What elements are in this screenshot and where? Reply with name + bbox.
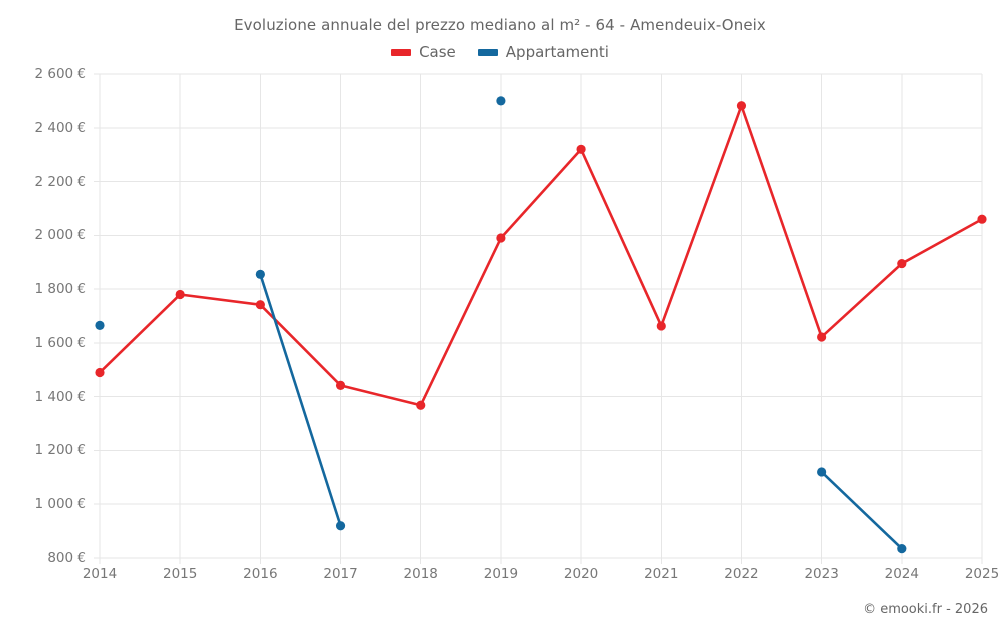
data-point[interactable]	[255, 269, 265, 279]
series-line	[820, 470, 904, 550]
series-case	[95, 101, 987, 410]
x-axis-tick-label: 2021	[644, 566, 679, 582]
legend-swatch-case	[391, 48, 412, 56]
data-point[interactable]	[496, 96, 506, 106]
data-point[interactable]	[95, 367, 105, 378]
x-axis-tick-label: 2018	[403, 566, 438, 582]
series-appartamenti	[95, 96, 907, 554]
x-axis-tick-label: 2017	[323, 566, 358, 582]
data-point[interactable]	[416, 400, 426, 410]
data-point[interactable]	[576, 144, 586, 154]
series-layer	[95, 96, 987, 554]
data-point[interactable]	[335, 380, 346, 390]
y-axis-tick-label: 2 600 €	[34, 66, 86, 82]
data-point[interactable]	[897, 258, 907, 269]
data-point[interactable]	[175, 289, 185, 300]
x-axis-tick-label: 2020	[563, 566, 599, 582]
x-axis-tick-label: 2014	[82, 566, 118, 582]
chart-title: Evoluzione annuale del prezzo mediano al…	[234, 16, 766, 34]
x-axis-tick-label: 2016	[243, 566, 278, 582]
series-line	[259, 273, 342, 528]
gridlines	[94, 73, 983, 564]
credit-text: © emooki.fr - 2026	[863, 602, 988, 617]
y-axis-tick-label: 1 800 €	[34, 281, 86, 298]
y-axis-tick-label: 2 200 €	[34, 173, 86, 190]
y-axis-tick-label: 1 200 €	[34, 442, 86, 459]
legend-label-appartamenti: Appartamenti	[505, 43, 609, 61]
data-point[interactable]	[496, 233, 506, 243]
legend-item-case[interactable]: Case	[391, 43, 456, 61]
x-axis-tick-label: 2019	[483, 566, 519, 582]
legend-label-case: Case	[419, 43, 456, 61]
y-axis-tick-label: 1 600 €	[34, 334, 86, 351]
x-axis-tick-label: 2025	[964, 566, 1000, 582]
data-point[interactable]	[897, 543, 907, 554]
data-point[interactable]	[977, 214, 987, 224]
data-point[interactable]	[255, 300, 265, 310]
y-axis-tick-label: 1 000 €	[34, 496, 86, 513]
legend-item-appartamenti[interactable]: Appartamenti	[477, 43, 609, 61]
y-axis-tick-label: 2 400 €	[34, 119, 86, 136]
series-line	[98, 104, 984, 407]
data-point[interactable]	[817, 332, 827, 342]
x-axis-tick-label: 2015	[162, 566, 198, 582]
x-axis-tick-label: 2022	[724, 566, 759, 582]
x-axis-tick-label: 2024	[884, 566, 919, 582]
y-axis-tick-label: 800 €	[47, 550, 86, 566]
legend-swatch-appartamenti	[477, 48, 498, 56]
y-axis-tick-label: 2 000 €	[34, 227, 86, 244]
x-axis-tick-label: 2023	[804, 566, 839, 582]
data-point[interactable]	[817, 467, 827, 477]
data-point[interactable]	[656, 321, 666, 331]
data-point[interactable]	[335, 521, 346, 531]
chart-legend: Case Appartamenti	[0, 43, 1000, 61]
y-axis-tick-label: 1 400 €	[34, 388, 86, 405]
data-point[interactable]	[736, 101, 747, 111]
data-point[interactable]	[95, 320, 105, 331]
